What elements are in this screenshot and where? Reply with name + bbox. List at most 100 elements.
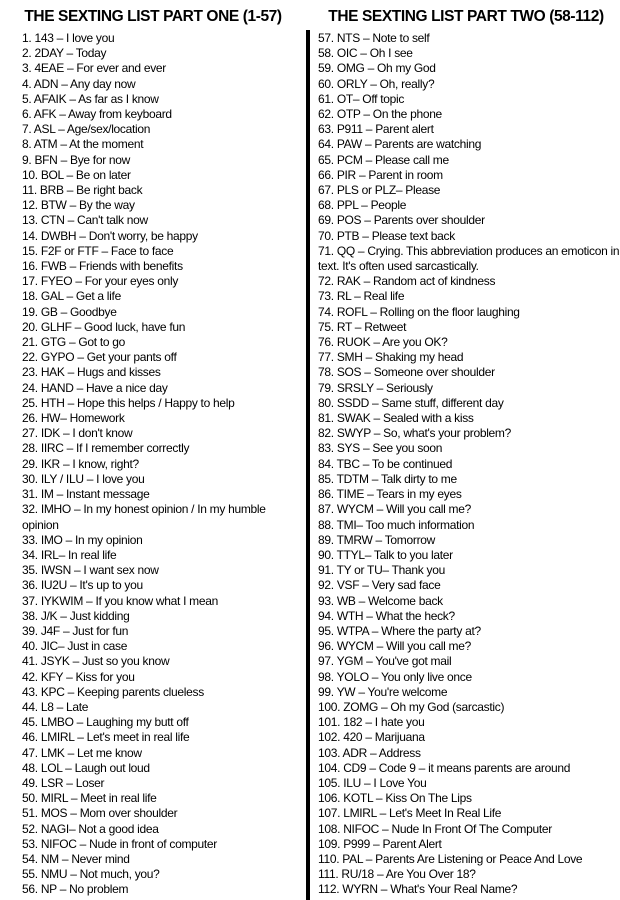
list-item: 60. ORLY – Oh, really? (318, 76, 435, 91)
list-item: 100. ZOMG – Oh my God (sarcastic) (318, 699, 505, 714)
list-item: 18. GAL – Get a life (22, 289, 121, 304)
list-item: 46. LMIRL – Let's meet in real life (22, 730, 190, 745)
list-item: 32. IMHO – In my honest opinion / In my … (22, 502, 266, 532)
list-item: 11. BRB – Be right back (22, 183, 143, 198)
list-item: 9. BFN – Bye for now (22, 152, 131, 167)
list-item: 2. 2DAY – Today (22, 46, 107, 61)
list-item: 79. SRSLY – Seriously (318, 380, 433, 395)
list-item: 56. NP – No problem (22, 882, 129, 897)
list-item: 24. HAND – Have a nice day (22, 380, 168, 395)
list-item: 102. 420 – Marijuana (318, 730, 425, 745)
list-item: 101. 182 – I hate you (318, 715, 425, 730)
list-item: 15. F2F or FTF – Face to face (22, 243, 174, 258)
list-item: 25. HTH – Hope this helps / Happy to hel… (22, 395, 235, 410)
list-item: 62. OTP – On the phone (318, 107, 442, 122)
list-item: 41. JSYK – Just so you know (22, 654, 170, 669)
list-item: 70. PTB – Please text back (318, 228, 455, 243)
list-item: 21. GTG – Got to go (22, 335, 126, 350)
list-item: 57. NTS – Note to self (318, 31, 430, 45)
list-item: 67. PLS or PLZ– Please (318, 183, 441, 198)
list-item: 96. WYCM – Will you call me? (318, 639, 471, 654)
list-item: 109. P999 – Parent Alert (318, 836, 442, 851)
list-item: 16. FWB – Friends with benefits (22, 259, 183, 274)
list-item: 77. SMH – Shaking my head (318, 350, 464, 365)
list-item: 26. HW– Homework (22, 411, 125, 426)
list-item: 107. LMIRL – Let's Meet In Real Life (318, 806, 502, 821)
column-part-one: THE SEXTING LIST PART ONE (1-57) 1. 143 … (0, 0, 306, 898)
list-item: 69. POS – Parents over shoulder (318, 213, 485, 228)
list-item: 83. SYS – See you soon (318, 441, 443, 456)
column-part-two: THE SEXTING LIST PART TWO (58-112) 57. N… (312, 0, 620, 898)
list-item: 95. WTPA – Where the party at? (318, 623, 481, 638)
part-two-list: 57. NTS – Note to self 58. OIC – Oh I see… (318, 31, 620, 898)
list-item: 31. IM – Instant message (22, 487, 150, 502)
list-item: 64. PAW – Parents are watching (318, 137, 482, 152)
list-item: 5. AFAIK – As far as I know (22, 91, 159, 106)
list-item: 27. IDK – I don't know (22, 426, 133, 441)
list-item: 45. LMBO – Laughing my butt off (22, 715, 189, 730)
list-item: 66. PIR – Parent in room (318, 167, 443, 182)
list-item: 6. AFK – Away from keyboard (22, 107, 172, 122)
list-item: 42. KFY – Kiss for you (22, 669, 135, 684)
list-item: 59. OMG – Oh my God (318, 61, 436, 76)
list-item: 75. RT – Retweet (318, 319, 407, 334)
list-item: 20. GLHF – Good luck, have fun (22, 319, 186, 334)
list-item: 71. QQ – Crying. This abbreviation produ… (318, 243, 620, 274)
list-item: 84. TBC – To be continued (318, 456, 453, 471)
list-item: 106. KOTL – Kiss On The Lips (318, 791, 472, 806)
list-item: 22. GYPO – Get your pants off (22, 350, 177, 365)
list-item: 78. SOS – Someone over shoulder (318, 365, 495, 380)
list-item: 80. SSDD – Same stuff, different day (318, 395, 504, 410)
list-item: 87. WYCM – Will you call me? (318, 502, 471, 517)
list-item: 35. IWSN – I want sex now (22, 563, 159, 578)
list-item: 29. IKR – I know, right? (22, 456, 139, 471)
list-item: 51. MOS – Mom over shoulder (22, 806, 178, 821)
list-item: 10. BOL – Be on later (22, 167, 131, 182)
list-item: 65. PCM – Please call me (318, 152, 449, 167)
list-item: 68. PPL – People (318, 198, 407, 213)
list-item: 72. RAK – Random act of kindness (318, 274, 496, 289)
list-item: 50. MIRL – Meet in real life (22, 791, 157, 806)
list-item: 3. 4EAE – For ever and ever (22, 61, 166, 76)
list-item: 58. OIC – Oh I see (318, 46, 413, 61)
list-item: 63. P911 – Parent alert (318, 122, 434, 137)
list-item: 39. J4F – Just for fun (22, 623, 129, 638)
list-item: 37. IYKWIM – If you know what I mean (22, 593, 218, 608)
list-item: 90. TTYL– Talk to you later (318, 547, 453, 562)
list-item: 47. LMK – Let me know (22, 745, 142, 760)
list-item: 108. NIFOC – Nude In Front Of The Comput… (318, 821, 552, 836)
list-item: 92. VSF – Very sad face (318, 578, 441, 593)
list-item: 49. LSR – Loser (22, 775, 105, 790)
list-item: 91. TY or TU– Thank you (318, 563, 445, 578)
list-item: 34. IRL– In real life (22, 547, 117, 562)
list-item: 61. OT– Off topic (318, 91, 405, 106)
list-item: 85. TDTM – Talk dirty to me (318, 471, 457, 486)
list-item: 12. BTW – By the way (22, 198, 135, 213)
list-item: 14. DWBH – Don't worry, be happy (22, 228, 198, 243)
list-item: 17. FYEO – For your eyes only (22, 274, 179, 289)
list-item: 48. LOL – Laugh out loud (22, 760, 150, 775)
column-divider (306, 30, 310, 900)
list-item: 104. CD9 – Code 9 – it means parents are… (318, 760, 571, 775)
list-item: 13. CTN – Can't talk now (22, 213, 148, 228)
list-item: 89. TMRW – Tomorrow (318, 532, 436, 547)
list-item: 103. ADR – Address (318, 745, 421, 760)
list-item: 86. TIME – Tears in my eyes (318, 487, 462, 502)
list-item: 1. 143 – I love you (22, 31, 115, 45)
list-item: 19. GB – Goodbye (22, 304, 117, 319)
list-item: 54. NM – Never mind (22, 851, 130, 866)
list-item: 53. NIFOC – Nude in front of computer (22, 836, 217, 851)
part-one-title: THE SEXTING LIST PART ONE (1-57) (24, 8, 282, 25)
list-item: 88. TMI– Too much information (318, 517, 475, 532)
list-item: 30. ILY / ILU – I love you (22, 471, 145, 486)
list-item: 99. YW – You're welcome (318, 684, 448, 699)
list-item: 52. NAGI– Not a good idea (22, 821, 159, 836)
list-item: 111. RU/18 – Are You Over 18? (318, 867, 476, 882)
list-item: 98. YOLO – You only live once (318, 669, 472, 684)
list-item: 36. IU2U – It's up to you (22, 578, 143, 593)
list-item: 93. WB – Welcome back (318, 593, 443, 608)
list-item: 7. ASL – Age/sex/location (22, 122, 151, 137)
list-item: 82. SWYP – So, what's your problem? (318, 426, 512, 441)
part-two-title: THE SEXTING LIST PART TWO (58-112) (328, 8, 604, 25)
